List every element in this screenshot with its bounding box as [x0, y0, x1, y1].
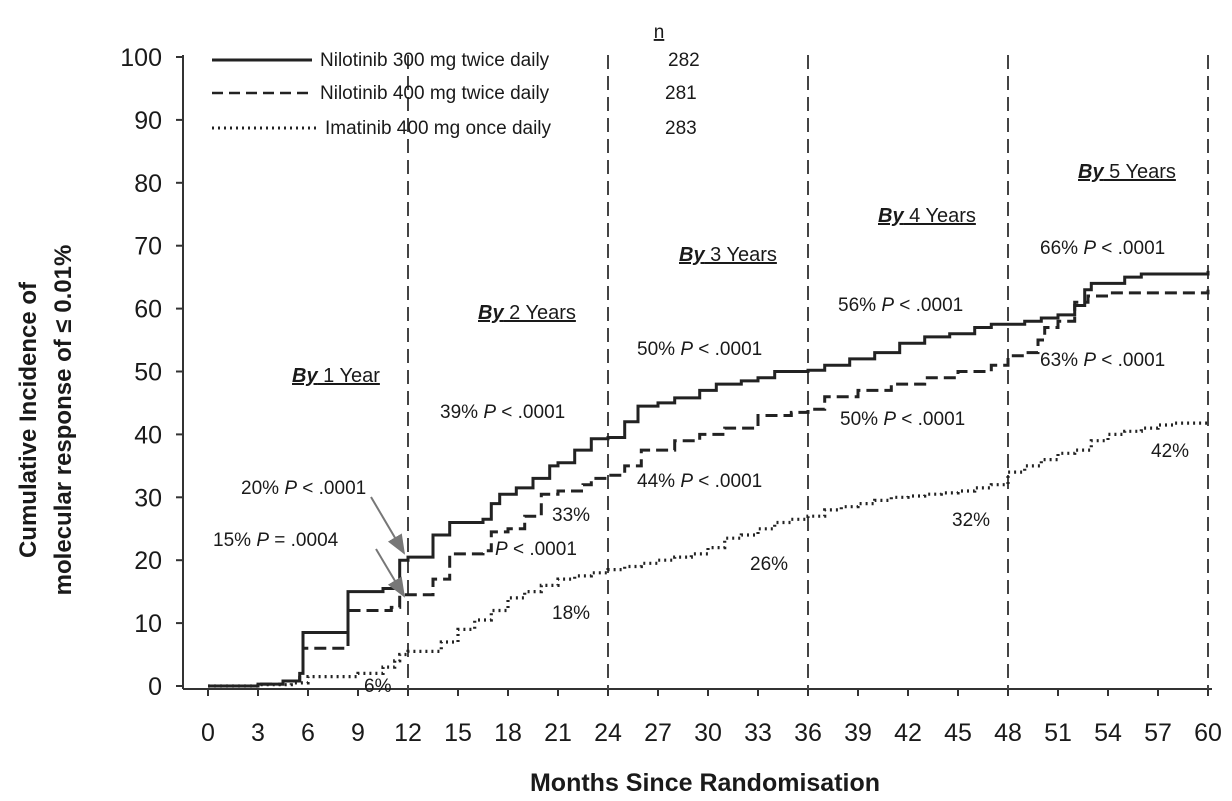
annot-2y-nil400: 33% [552, 505, 590, 526]
annotations: 20% P < .0001 15% P = .0004 6% 39% P < .… [213, 238, 1189, 697]
x-tick-label: 48 [994, 719, 1022, 747]
legend: n Nilotinib 300 mg twice daily 282 Nilot… [212, 22, 700, 139]
x-tick-label: 33 [744, 719, 772, 747]
series-line-2 [208, 421, 1210, 688]
annot-2y-nil400-p: P < .0001 [495, 539, 577, 560]
x-tick-label: 21 [544, 719, 572, 747]
milestone-header-2-years: By 2 Years [478, 302, 576, 324]
arrow-20pct [370, 496, 406, 555]
x-tick-label: 57 [1144, 719, 1172, 747]
y-tick-label: 100 [120, 44, 162, 72]
milestone-headers: By 1 Year By 2 Years By 3 Years By 4 Yea… [292, 161, 1176, 387]
x-tick-label: 12 [394, 719, 422, 747]
x-tick-label: 0 [201, 719, 215, 747]
y-axis-title-line2: molecular response of ≤ 0.01% [50, 245, 77, 596]
annot-5y-nil400: 63% P < .0001 [1040, 350, 1165, 371]
legend-n-imatinib-400: 283 [665, 118, 697, 139]
y-axis-title-line1: Cumulative Incidence of [15, 281, 42, 558]
y-tick-label: 20 [134, 547, 162, 575]
y-tick-label: 70 [134, 233, 162, 261]
annot-5y-nil300: 66% P < .0001 [1040, 238, 1165, 259]
y-tick-label: 90 [134, 107, 162, 135]
x-tick-label: 51 [1044, 719, 1072, 747]
x-tick-label: 27 [644, 719, 672, 747]
annot-1y-nil400: 15% P = .0004 [213, 530, 339, 551]
y-tick-label: 40 [134, 421, 162, 449]
series-line-1 [208, 289, 1210, 688]
series-layer [208, 270, 1210, 688]
annot-4y-nil400: 50% P < .0001 [840, 409, 965, 430]
y-tick-label: 80 [134, 170, 162, 198]
y-tick-label: 50 [134, 359, 162, 387]
y-tick-label: 0 [148, 673, 162, 701]
y-tick-label: 30 [134, 484, 162, 512]
annot-3y-nil400: 44% P < .0001 [637, 471, 762, 492]
x-tick-label: 24 [594, 719, 622, 747]
annot-4y-nil300: 56% P < .0001 [838, 295, 963, 316]
legend-n-nilotinib-300: 282 [668, 50, 700, 71]
annot-3y-ima: 26% [750, 554, 788, 575]
x-tick-label: 3 [251, 719, 265, 747]
annot-2y-ima: 18% [552, 603, 590, 624]
milestone-header-1-year: By 1 Year [292, 365, 380, 387]
x-tick-label: 6 [301, 719, 315, 747]
y-tick-label: 60 [134, 296, 162, 324]
x-axis-title: Months Since Randomisation [530, 769, 880, 797]
x-tick-label: 36 [794, 719, 822, 747]
annot-2y-nil300: 39% P < .0001 [440, 402, 565, 423]
milestone-header-4-years: By 4 Years [878, 205, 976, 227]
x-tick-label: 15 [444, 719, 472, 747]
x-tick-label: 18 [494, 719, 522, 747]
y-ticks: 0 10 20 30 40 50 60 70 80 90 100 [120, 44, 183, 701]
legend-label-nilotinib-400: Nilotinib 400 mg twice daily [320, 83, 550, 104]
x-tick-label: 54 [1094, 719, 1122, 747]
y-tick-label: 10 [134, 610, 162, 638]
series-line-0 [208, 270, 1210, 688]
legend-n-nilotinib-400: 281 [665, 83, 697, 104]
annot-4y-ima: 32% [952, 510, 990, 531]
x-tick-label: 9 [351, 719, 365, 747]
legend-label-imatinib-400: Imatinib 400 mg once daily [325, 118, 552, 139]
x-tick-label: 60 [1194, 719, 1222, 747]
annot-5y-ima: 42% [1151, 441, 1189, 462]
legend-label-nilotinib-300: Nilotinib 300 mg twice daily [320, 50, 550, 71]
x-tick-label: 30 [694, 719, 722, 747]
annot-1y-ima: 6% [364, 676, 392, 697]
x-tick-label: 39 [844, 719, 872, 747]
x-ticks: 0 3 6 9 12 15 18 21 24 27 30 33 36 39 42 45 48 51 54 57 60 [201, 689, 1222, 747]
annot-3y-nil300: 50% P < .0001 [637, 339, 762, 360]
milestone-header-3-years: By 3 Years [679, 244, 777, 266]
milestone-header-5-years: By 5 Years [1078, 161, 1176, 183]
annot-1y-nil300: 20% P < .0001 [241, 478, 366, 499]
legend-header-n: n [654, 22, 665, 43]
x-tick-label: 45 [944, 719, 972, 747]
arrow-15pct [375, 548, 406, 598]
x-tick-label: 42 [894, 719, 922, 747]
